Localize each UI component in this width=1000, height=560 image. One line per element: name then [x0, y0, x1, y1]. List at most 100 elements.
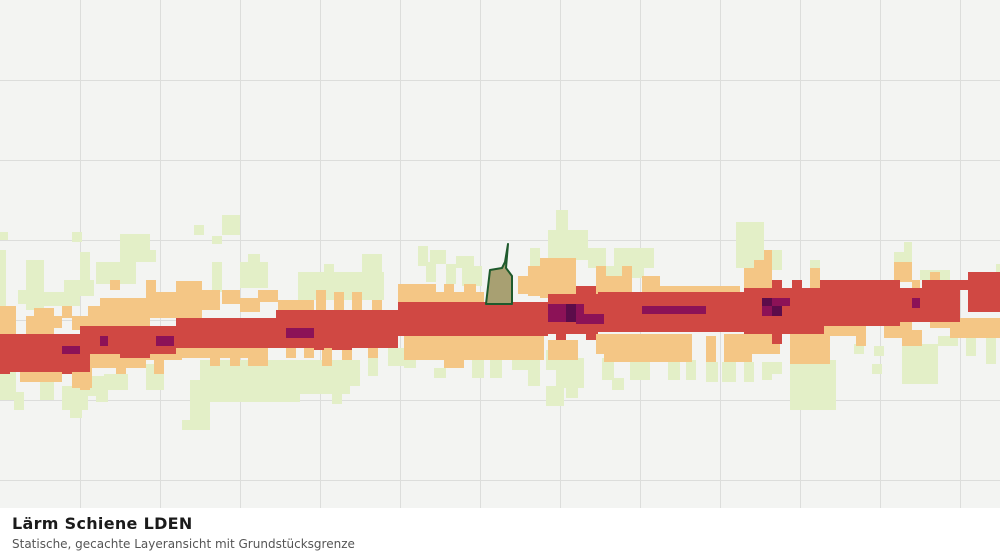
noise-cell-low	[72, 232, 82, 242]
noise-cell-medium	[464, 284, 476, 294]
noise-cell-low	[0, 232, 8, 240]
noise-cell-high	[968, 272, 1000, 312]
noise-cell-low	[938, 336, 958, 346]
noise-cell-low	[332, 392, 342, 404]
noise-cell-medium	[248, 346, 268, 366]
noise-cell-low	[530, 248, 540, 268]
noise-cell-medium	[322, 336, 332, 366]
noise-cell-low	[346, 272, 384, 300]
noise-cell-medium	[548, 340, 578, 360]
noise-cell-low	[854, 344, 864, 354]
noise-cell-low	[630, 360, 650, 380]
noise-cell-medium	[176, 346, 268, 358]
noise-cell-medium	[230, 354, 240, 366]
noise-cell-low	[0, 372, 16, 400]
noise-cell-low	[0, 250, 6, 310]
noise-cell-high	[120, 344, 150, 358]
noise-cell-medium	[596, 334, 606, 354]
noise-cell-low	[588, 248, 606, 268]
noise-cell-low	[874, 346, 884, 356]
noise-cell-high	[576, 286, 596, 306]
noise-cell-medium	[604, 334, 624, 362]
noise-cell-very-high	[912, 298, 920, 308]
noise-cell-low	[612, 378, 624, 390]
layer-title: Lärm Schiene LDEN	[12, 514, 193, 533]
noise-cell-medium	[752, 334, 772, 354]
noise-cell-low	[614, 248, 654, 268]
noise-cell-medium	[856, 330, 866, 346]
noise-cell-low	[88, 376, 108, 396]
noise-cell-low	[472, 360, 484, 378]
noise-cell-medium	[278, 300, 314, 312]
noise-cell-high	[772, 280, 782, 290]
noise-cell-low	[200, 360, 300, 402]
noise-cell-medium	[950, 318, 1000, 338]
noise-cell-medium	[912, 280, 920, 290]
noise-cell-low	[512, 360, 532, 370]
noise-cell-medium	[754, 260, 772, 270]
noise-cell-low	[212, 236, 222, 244]
noise-cell-low	[240, 262, 268, 288]
noise-cell-extreme	[762, 298, 772, 306]
noise-cell-medium	[116, 362, 126, 374]
noise-cell-high	[772, 330, 782, 344]
layer-subtitle: Statische, gecachte Layeransicht mit Gru…	[12, 537, 355, 551]
noise-cell-medium	[100, 298, 150, 328]
noise-cell-high	[586, 330, 596, 340]
noise-cell-low	[446, 264, 456, 284]
noise-zone-high	[0, 272, 1000, 374]
noise-cell-high	[900, 288, 960, 322]
noise-cell-medium	[210, 354, 220, 366]
noise-cell-low	[894, 252, 912, 264]
noise-cell-low	[556, 358, 584, 388]
noise-cell-very-high	[100, 336, 108, 346]
noise-cell-low	[686, 360, 696, 380]
noise-cell-medium	[744, 268, 772, 288]
noise-cell-medium	[316, 290, 326, 310]
noise-cell-medium	[540, 258, 576, 298]
noise-cell-medium	[368, 348, 378, 358]
noise-cell-low	[706, 362, 718, 382]
noise-cell-low	[566, 384, 578, 398]
noise-cell-high	[556, 330, 566, 340]
noise-cell-low	[40, 378, 54, 400]
noise-cell-medium	[372, 300, 382, 312]
noise-cell-high	[286, 340, 304, 348]
noise-cell-low	[80, 252, 90, 282]
map-grid	[0, 0, 1000, 508]
noise-cell-low	[490, 360, 502, 378]
noise-cell-medium	[258, 290, 278, 302]
noise-cell-low	[430, 250, 446, 264]
noise-cell-medium	[352, 292, 362, 310]
noise-cell-medium	[724, 334, 752, 362]
map-view[interactable]	[0, 0, 1000, 508]
noise-cell-low	[182, 420, 210, 430]
property-boundary[interactable]	[485, 243, 513, 305]
noise-cell-medium	[52, 316, 62, 328]
noise-cell-medium	[52, 370, 62, 382]
noise-cell-high	[820, 280, 900, 326]
noise-cell-medium	[80, 378, 90, 390]
noise-cell-medium	[894, 262, 912, 282]
noise-cell-very-high	[576, 314, 604, 324]
noise-cell-medium	[642, 276, 660, 296]
noise-zone-very-high	[62, 298, 920, 354]
noise-cell-high	[350, 336, 398, 348]
noise-cell-medium	[444, 354, 464, 368]
noise-cell-high	[744, 288, 824, 334]
noise-cell-low	[18, 290, 30, 304]
noise-cell-medium	[930, 318, 950, 328]
noise-cell-low	[528, 360, 540, 386]
noise-cell-low	[546, 386, 564, 406]
layer-caption: Lärm Schiene LDEN Statische, gecachte La…	[0, 508, 1000, 560]
noise-cell-high	[62, 362, 72, 374]
noise-cell-low	[362, 254, 382, 274]
noise-cell-medium	[622, 334, 692, 362]
parcel-polygon[interactable]	[485, 243, 513, 305]
noise-cell-high	[792, 280, 802, 290]
noise-cell-medium	[706, 336, 716, 362]
noise-cell-low	[194, 225, 204, 235]
noise-cell-low	[810, 260, 820, 270]
noise-cell-medium	[34, 308, 54, 318]
noise-cell-high	[176, 318, 276, 348]
